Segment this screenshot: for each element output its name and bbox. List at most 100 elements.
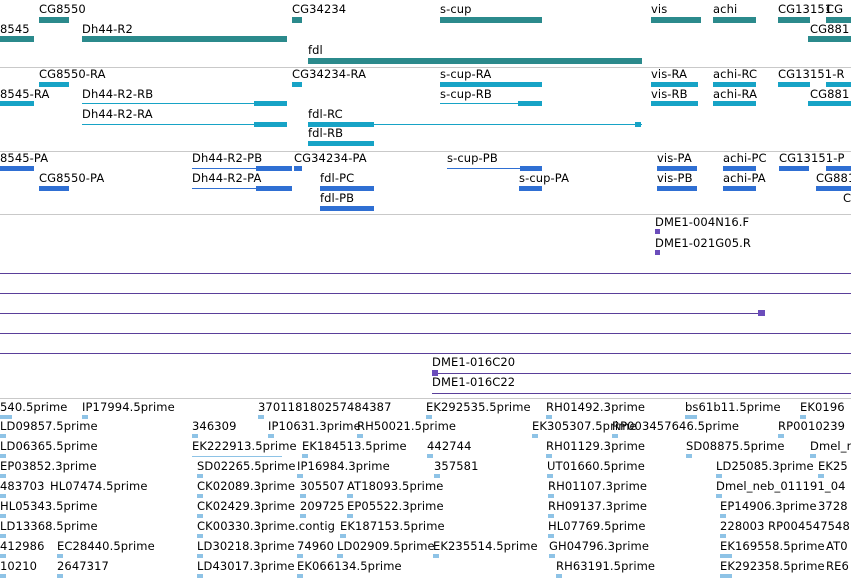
- transcript-label[interactable]: CG881: [810, 87, 850, 101]
- est-label[interactable]: CK02429.3prime: [197, 499, 296, 513]
- est-glyph[interactable]: [433, 554, 439, 558]
- gene-achi-bar[interactable]: [713, 17, 756, 23]
- est-label[interactable]: 2647317: [57, 559, 109, 573]
- est-label[interactable]: RH09137.3prime: [548, 499, 648, 513]
- est-label[interactable]: 10210: [0, 559, 38, 573]
- est-label[interactable]: SD02265.5prime: [197, 459, 296, 473]
- est-label[interactable]: GH04796.3prime: [549, 539, 650, 553]
- est-label[interactable]: 3728: [818, 499, 848, 513]
- est-glyph[interactable]: [556, 574, 562, 578]
- est-glyph[interactable]: [720, 534, 726, 538]
- transcript-dh44-r2-rb-exons[interactable]: [254, 101, 287, 106]
- protein-s-cup-pb-glyph[interactable]: [447, 168, 542, 169]
- est-label[interactable]: EP05522.3prime: [347, 499, 444, 513]
- est-glyph[interactable]: [434, 474, 440, 478]
- protein-cg34234-pa-glyph[interactable]: [294, 166, 302, 171]
- transcript-fdl-rc-exons[interactable]: [308, 122, 374, 127]
- est-label[interactable]: 209725: [300, 499, 345, 513]
- est-label[interactable]: EK292358.5prime: [720, 559, 825, 573]
- est-glyph[interactable]: [818, 474, 824, 478]
- est-label[interactable]: UT01660.5prime: [547, 459, 645, 473]
- est-label[interactable]: 370118180257484387: [258, 400, 392, 414]
- protein-label[interactable]: achi-PA: [723, 171, 766, 185]
- est-label[interactable]: 357581: [434, 459, 479, 473]
- clone-label[interactable]: DME1-016C20: [432, 355, 516, 369]
- est-label[interactable]: 305507: [300, 479, 345, 493]
- protein-label[interactable]: achi-PC: [723, 151, 767, 165]
- clone-label[interactable]: DME1-004N16.F: [655, 215, 750, 229]
- est-label[interactable]: RP003457646.5prime: [612, 419, 740, 433]
- gene-cg13151-bar[interactable]: [778, 17, 810, 23]
- transcript-label[interactable]: Dh44-R2-RB: [82, 87, 154, 101]
- est-glyph[interactable]: [720, 514, 726, 518]
- est-label[interactable]: Dmel_neb_011191_04: [716, 479, 846, 493]
- est-label[interactable]: EK292535.5prime: [426, 400, 531, 414]
- est-glyph[interactable]: [800, 415, 806, 419]
- est-glyph[interactable]: [337, 554, 343, 558]
- gene-label[interactable]: s-cup: [440, 2, 472, 16]
- est-label[interactable]: LD09857.5prime: [0, 419, 98, 433]
- est-glyph[interactable]: [302, 454, 308, 458]
- transcript-label[interactable]: Dh44-R2-RA: [82, 107, 153, 121]
- protein-cg8550-pa-glyph[interactable]: [39, 186, 69, 191]
- protein-label[interactable]: s-cup-PB: [447, 151, 498, 165]
- transcript-cg881-glyph[interactable]: [808, 101, 851, 106]
- est-glyph[interactable]: [546, 454, 552, 458]
- est-glyph[interactable]: [192, 434, 198, 438]
- gene-label[interactable]: CG13151: [778, 2, 833, 16]
- est-glyph[interactable]: [0, 474, 6, 478]
- gene-label[interactable]: CG881: [810, 22, 850, 36]
- transcript-cg34234-ra-glyph[interactable]: [292, 82, 302, 87]
- protein-label[interactable]: CG8550-PA: [39, 171, 105, 185]
- protein-label[interactable]: C: [843, 191, 851, 205]
- transcript-achi-rc-glyph[interactable]: [713, 82, 756, 87]
- transcript-label[interactable]: fdl-RC: [308, 107, 343, 121]
- clone-end-marker[interactable]: [655, 229, 660, 234]
- est-glyph[interactable]: [547, 474, 553, 478]
- est-label[interactable]: 483703: [0, 479, 45, 493]
- transcript-fdl-rc-end[interactable]: [635, 122, 641, 127]
- gene-label[interactable]: CG34234: [292, 2, 347, 16]
- est-glyph[interactable]: [347, 514, 353, 518]
- gene-label[interactable]: achi: [713, 2, 738, 16]
- est-glyph[interactable]: [197, 514, 203, 518]
- est-glyph[interactable]: [720, 574, 732, 578]
- gene-s-cup-bar[interactable]: [440, 17, 542, 23]
- transcript-label[interactable]: CG34234-RA: [292, 67, 367, 81]
- transcript-label[interactable]: vis-RB: [651, 87, 688, 101]
- protein-dh44-r2-pa-glyph[interactable]: [192, 188, 292, 189]
- transcript-label[interactable]: s-cup-RB: [440, 87, 492, 101]
- protein-label[interactable]: fdl-PB: [320, 191, 355, 205]
- protein-cg-pa-glyph[interactable]: [826, 166, 851, 171]
- est-label[interactable]: 346309: [192, 419, 237, 433]
- est-label[interactable]: AT18093.5prime: [347, 479, 444, 493]
- est-glyph[interactable]: [192, 456, 282, 457]
- protein-label[interactable]: Dh44-R2-PA: [192, 171, 262, 185]
- transcript-dh44-r2-ra-exons[interactable]: [254, 122, 287, 127]
- est-glyph[interactable]: [297, 574, 303, 578]
- est-label[interactable]: EK235514.5prime: [433, 539, 538, 553]
- gene-label[interactable]: CG: [826, 2, 844, 16]
- est-glyph[interactable]: [258, 415, 264, 419]
- clone-span-line[interactable]: [432, 393, 851, 394]
- est-glyph[interactable]: [546, 415, 552, 419]
- gene-label[interactable]: vis: [651, 2, 668, 16]
- est-label[interactable]: EC28440.5prime: [57, 539, 155, 553]
- est-label[interactable]: EK305307.5prime: [532, 419, 637, 433]
- transcript-s-cup-ra-glyph[interactable]: [440, 82, 542, 87]
- clone-end-marker[interactable]: [758, 310, 765, 316]
- est-glyph[interactable]: [426, 415, 432, 419]
- est-label[interactable]: CK02089.3prime: [197, 479, 296, 493]
- protein-cg13151-pa-glyph[interactable]: [779, 166, 809, 171]
- protein-fdl-pb-glyph[interactable]: [320, 206, 374, 211]
- protein-label[interactable]: s-cup-PA: [519, 171, 570, 185]
- transcript-dh44-r2-ra-glyph[interactable]: [82, 124, 287, 125]
- est-glyph[interactable]: [612, 434, 618, 438]
- est-label[interactable]: 74960: [297, 539, 335, 553]
- est-label[interactable]: LD13368.5prime: [0, 519, 98, 533]
- est-glyph[interactable]: [197, 474, 203, 478]
- est-label[interactable]: LD43017.3prime: [197, 559, 295, 573]
- protein-dh44-r2-pb-exons[interactable]: [256, 166, 292, 171]
- clone-span-line[interactable]: [432, 373, 851, 374]
